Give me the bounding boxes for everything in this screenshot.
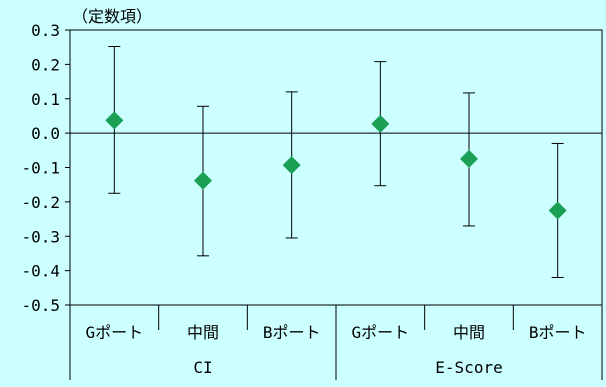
y-tick-label: 0.3 (31, 21, 60, 40)
data-point-marker (460, 149, 478, 168)
x-tick-label: 中間 (453, 323, 485, 342)
x-tick-label: Bポート (529, 323, 587, 342)
data-point-marker (548, 201, 567, 220)
y-tick-label: -0.1 (21, 159, 60, 178)
y-axis-label: （定数項） (72, 7, 152, 26)
data-point-marker (371, 114, 390, 133)
y-tick-label: 0.1 (31, 90, 60, 109)
data-point-marker (105, 111, 124, 130)
x-tick-label: Gポート (352, 323, 410, 342)
group-label: E-Score (435, 358, 502, 377)
y-tick-label: -0.5 (21, 296, 60, 315)
x-tick-label: Gポート (86, 323, 144, 342)
data-point-marker (282, 156, 301, 175)
x-tick-label: 中間 (187, 323, 219, 342)
y-tick-label: -0.4 (21, 262, 60, 281)
group-label: CI (193, 358, 212, 377)
data-point-marker (194, 171, 212, 190)
y-tick-label: -0.2 (21, 193, 60, 212)
y-tick-label: -0.3 (21, 227, 60, 246)
y-tick-label: 0.2 (31, 55, 60, 74)
x-tick-label: Bポート (263, 323, 321, 342)
plot-area (69, 29, 603, 306)
y-tick-label: 0.0 (31, 124, 60, 143)
